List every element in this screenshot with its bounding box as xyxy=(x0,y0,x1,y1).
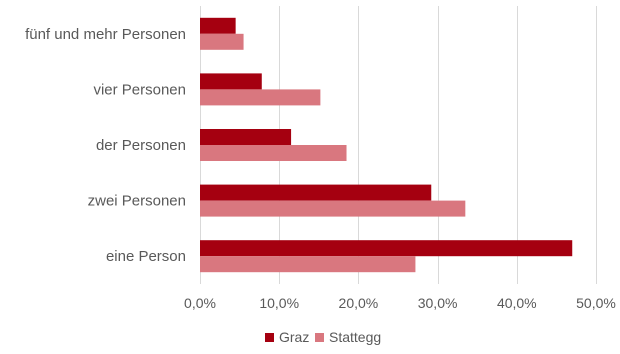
category-label-0: fünf und mehr Personen xyxy=(25,26,186,43)
category-label-3: zwei Personen xyxy=(88,193,186,210)
bar-graz-0 xyxy=(200,17,236,34)
x-tick-label-3: 30,0% xyxy=(418,295,458,311)
x-tick-label-4: 40,0% xyxy=(497,295,537,311)
category-label-1: vier Personen xyxy=(93,81,186,98)
bar-graz-2 xyxy=(200,129,292,145)
bar-stattegg-3 xyxy=(200,200,466,217)
bar-graz-1 xyxy=(200,73,262,90)
legend-swatch-stattegg xyxy=(315,333,324,342)
category-label-4: eine Person xyxy=(106,248,186,265)
x-tick-label-5: 50,0% xyxy=(576,295,616,311)
legend-swatch-graz xyxy=(265,333,274,342)
bar-stattegg-4 xyxy=(200,256,416,273)
x-tick-label-0: 0,0% xyxy=(184,295,216,311)
legend-label-stattegg: Stattegg xyxy=(329,329,381,345)
x-tick-labels: 0,0% 10,0% 20,0% 30,0% 40,0% 50,0% xyxy=(184,295,616,311)
bar-stattegg-1 xyxy=(200,89,321,106)
bar-graz-4 xyxy=(200,240,573,257)
category-labels: fünf und mehr Personen vier Personen der P… xyxy=(25,26,186,265)
category-label-2: der Personen xyxy=(96,137,186,154)
legend: Graz Stattegg xyxy=(265,329,381,345)
legend-label-graz: Graz xyxy=(279,329,309,345)
bar-graz-3 xyxy=(200,184,432,201)
bar-stattegg-0 xyxy=(200,33,244,50)
gridlines xyxy=(200,6,597,284)
bars xyxy=(200,17,573,273)
x-tick-label-2: 20,0% xyxy=(339,295,379,311)
x-tick-label-1: 10,0% xyxy=(259,295,299,311)
bar-stattegg-2 xyxy=(200,145,347,161)
